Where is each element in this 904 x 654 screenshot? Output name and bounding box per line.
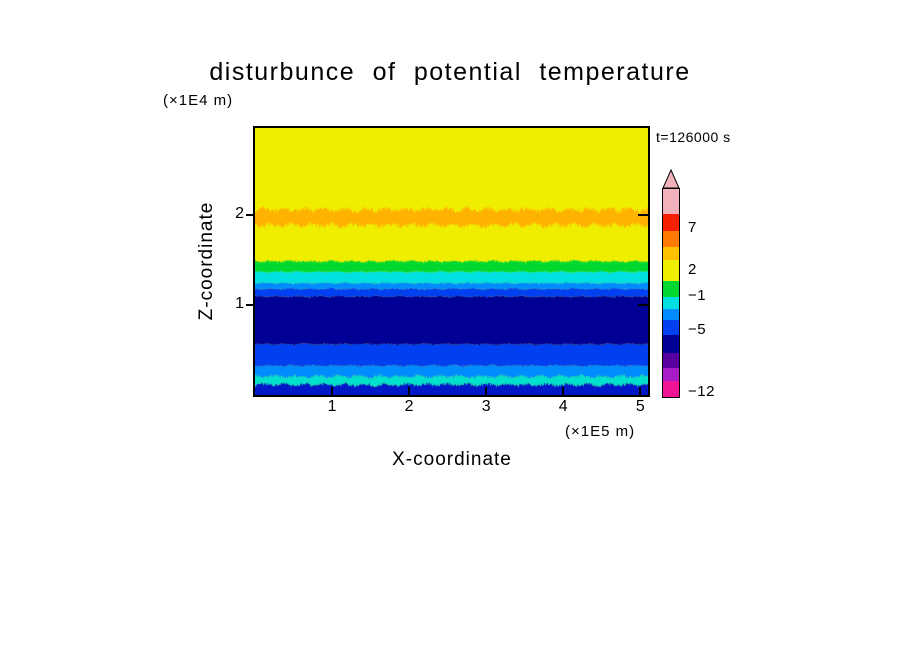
x-axis-unit-label: (×1E5 m) [565, 423, 635, 440]
y-axis-label: Z-coordinate [196, 202, 218, 321]
plot-area [253, 126, 650, 397]
colorbar-segment [663, 281, 679, 298]
colorbar [662, 188, 680, 398]
x-tick-mark-bottom [408, 387, 410, 395]
y-tick-mark-right [638, 214, 650, 216]
colorbar-level-label: −5 [688, 321, 706, 338]
x-tick-mark-bottom [639, 387, 641, 395]
colorbar-segment [663, 309, 679, 320]
colorbar-segment [663, 189, 679, 214]
y-tick-mark-left [246, 304, 254, 306]
colorbar-segment [663, 214, 679, 231]
colorbar-segment [663, 353, 679, 368]
colorbar-arrow-tip [662, 169, 680, 188]
x-tick-label: 5 [620, 398, 660, 416]
y-axis-unit-label: (×1E4 m) [163, 92, 233, 109]
x-tick-mark-bottom [485, 387, 487, 395]
y-tick-label: 1 [216, 295, 244, 313]
colorbar-level-label: 7 [688, 219, 697, 236]
x-tick-mark-bottom [331, 387, 333, 395]
colorbar-segment [663, 381, 679, 397]
time-annotation: t=126000 s [656, 129, 731, 145]
x-tick-mark-bottom [562, 387, 564, 395]
colorbar-segment [663, 247, 679, 259]
plot-page: disturbunce of potential temperature (×1… [0, 0, 904, 654]
colorbar-level-label: 2 [688, 261, 697, 278]
y-tick-mark-right [638, 304, 650, 306]
x-tick-label: 4 [543, 398, 583, 416]
colorbar-segment [663, 297, 679, 308]
x-axis-label: X-coordinate [352, 449, 552, 471]
colorbar-level-label: −1 [688, 287, 706, 304]
colorbar-segment [663, 368, 679, 382]
x-tick-label: 3 [466, 398, 506, 416]
colorbar-segment [663, 320, 679, 335]
colorbar-segment [663, 231, 679, 248]
plot-title: disturbunce of potential temperature [100, 58, 800, 87]
x-tick-label: 1 [312, 398, 352, 416]
colorbar-segment [663, 335, 679, 354]
y-tick-label: 2 [216, 205, 244, 223]
colorbar-segment [663, 260, 679, 281]
colorbar-level-label: −12 [688, 383, 715, 400]
y-tick-mark-left [246, 214, 254, 216]
x-tick-label: 2 [389, 398, 429, 416]
contour-plot-canvas [255, 128, 648, 395]
